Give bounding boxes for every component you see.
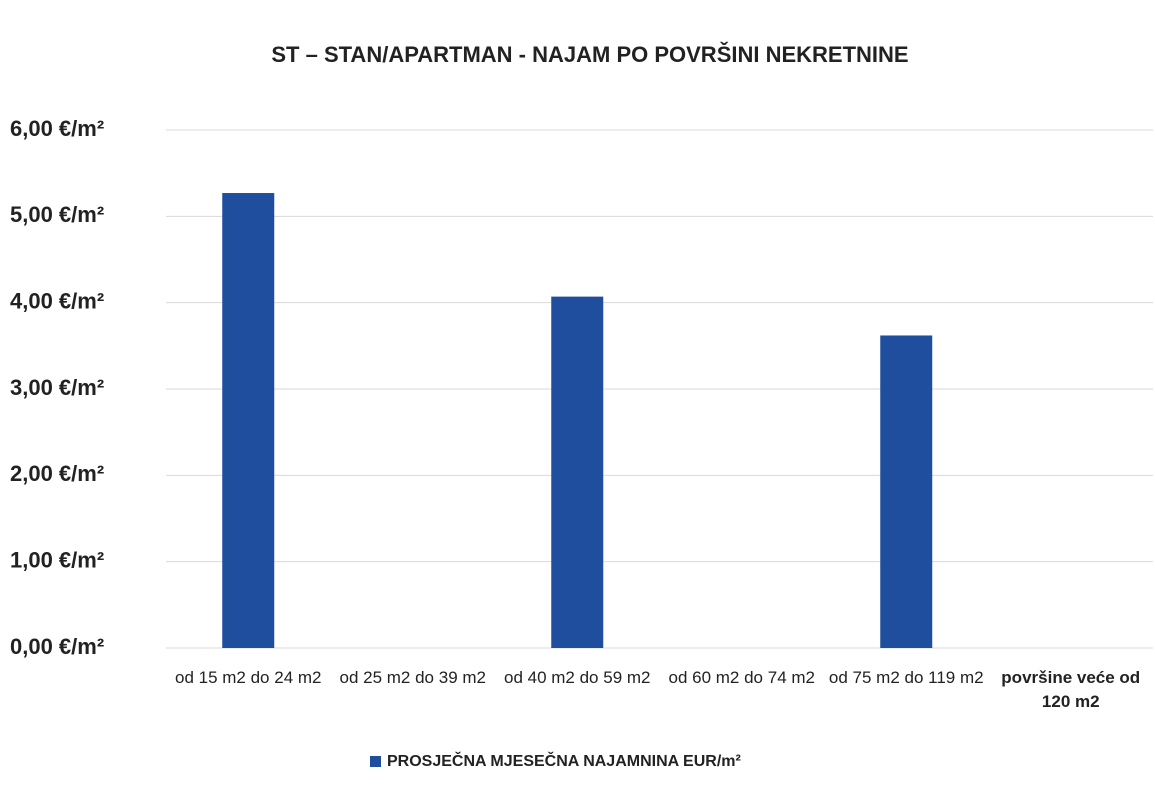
x-tick-label: površine veće od 120 m2	[1001, 668, 1141, 711]
y-tick-label: 0,00 €/m²	[10, 634, 104, 659]
x-tick-label: od 60 m2 do 74 m2	[668, 668, 815, 687]
legend-swatch	[370, 756, 381, 767]
y-tick-label: 5,00 €/m²	[10, 202, 104, 227]
bar	[551, 296, 604, 648]
legend-label: PROSJEČNA MJESEČNA NAJAMNINA EUR/m²	[387, 751, 741, 770]
y-tick-label: 2,00 €/m²	[10, 461, 104, 486]
x-tick-label: od 40 m2 do 59 m2	[504, 668, 651, 687]
bar	[222, 193, 275, 649]
y-tick-label: 3,00 €/m²	[10, 375, 104, 400]
y-tick-label: 1,00 €/m²	[10, 547, 104, 572]
chart-title: ST – STAN/APARTMAN - NAJAM PO POVRŠINI N…	[271, 42, 908, 67]
bar	[880, 335, 933, 648]
x-tick-label: od 25 m2 do 39 m2	[339, 668, 486, 687]
y-tick-label: 4,00 €/m²	[10, 288, 104, 313]
x-tick-label: od 75 m2 do 119 m2	[828, 668, 984, 687]
x-tick-label: od 15 m2 do 24 m2	[175, 668, 322, 687]
y-tick-label: 6,00 €/m²	[10, 116, 104, 141]
